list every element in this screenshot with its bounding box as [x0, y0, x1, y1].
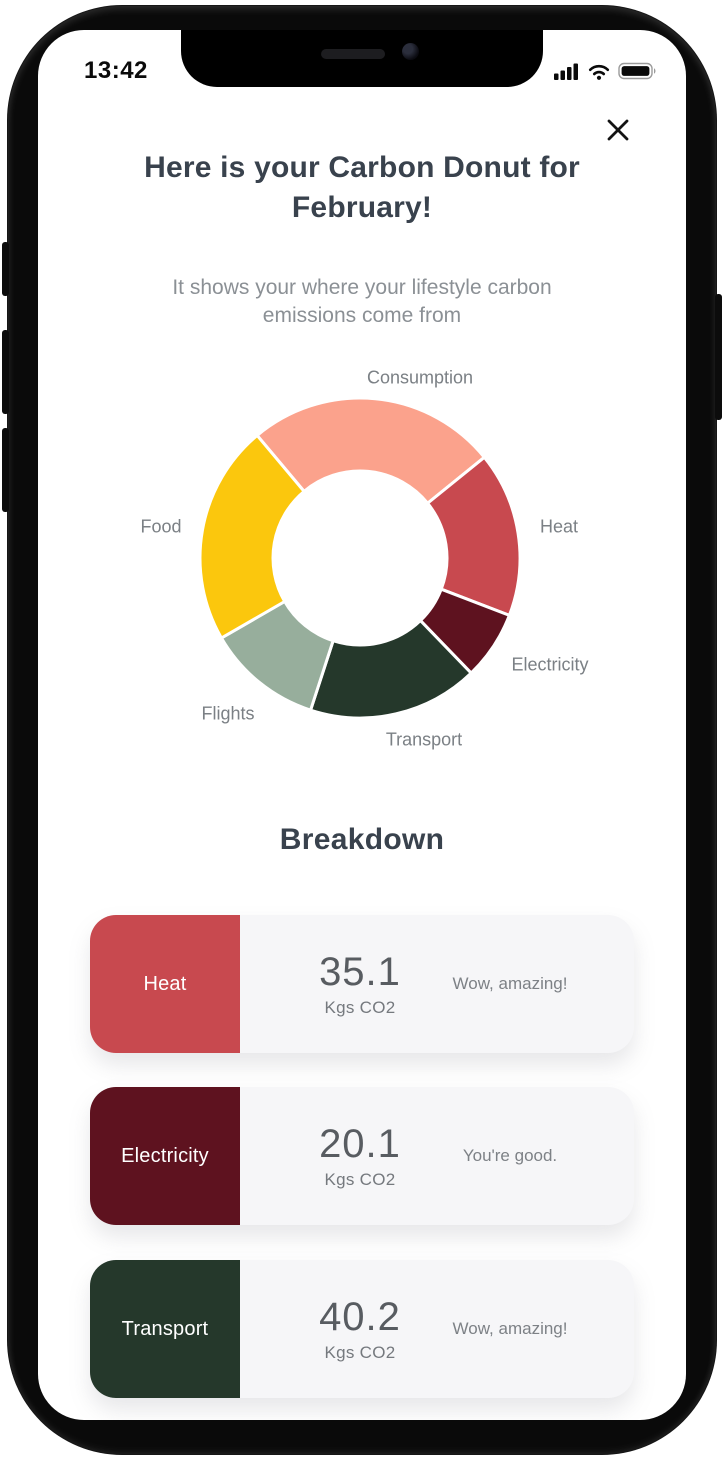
mute-switch: [2, 242, 9, 296]
volume-down-button: [2, 428, 9, 512]
emission-comment: Wow, amazing!: [452, 1319, 568, 1338]
status-icons: [554, 62, 658, 80]
category-label: Heat: [143, 972, 187, 995]
emission-value-group: 20.1 Kgs CO2: [240, 1087, 480, 1225]
category-label: Electricity: [121, 1144, 209, 1167]
emission-comment: Wow, amazing!: [452, 974, 568, 993]
emission-unit: Kgs CO2: [324, 1343, 396, 1362]
chart-label-heat: Heat: [539, 516, 579, 537]
breakdown-card-transport: Transport 40.2 Kgs CO2 Wow, amazing!: [90, 1260, 634, 1398]
status-bar: 13:42: [38, 54, 686, 92]
category-color-block: Electricity: [90, 1087, 240, 1225]
emission-value: 40.2: [319, 1295, 401, 1339]
close-button[interactable]: [600, 112, 636, 148]
emission-value: 20.1: [319, 1122, 401, 1166]
close-icon: [607, 119, 629, 141]
emission-comment: You're good.: [462, 1146, 558, 1165]
donut-segment-consumption: [255, 396, 486, 505]
category-label: Transport: [121, 1317, 209, 1340]
category-color-block: Transport: [90, 1260, 240, 1398]
wifi-icon: [588, 64, 610, 80]
chart-label-electricity: Electricity: [511, 654, 589, 675]
battery-icon: [618, 62, 656, 80]
emission-value-group: 35.1 Kgs CO2: [240, 915, 480, 1053]
chart-label-transport: Transport: [385, 729, 463, 750]
notch: [181, 30, 543, 87]
chart-label-flights: Flights: [201, 703, 255, 724]
speaker-grille-icon: [321, 49, 386, 59]
page-title: Here is your Carbon Donut for February!: [144, 151, 580, 224]
chart-label-food: Food: [140, 516, 182, 537]
carbon-donut-chart: Consumption Heat Electricity Transport F…: [38, 360, 686, 790]
donut-segment-food: [198, 433, 306, 640]
emission-value-group: 40.2 Kgs CO2: [240, 1260, 480, 1398]
app-screen: 13:42: [38, 30, 686, 1420]
page-subtitle: It shows your where your lifestyle carbo…: [172, 276, 552, 327]
donut-svg: [198, 396, 522, 720]
emission-value: 35.1: [319, 950, 401, 994]
chart-label-consumption: Consumption: [366, 367, 474, 388]
power-button: [715, 294, 722, 420]
category-color-block: Heat: [90, 915, 240, 1053]
breakdown-card-heat: Heat 35.1 Kgs CO2 Wow, amazing!: [90, 915, 634, 1053]
front-camera-icon: [402, 43, 419, 60]
breakdown-card-electricity: Electricity 20.1 Kgs CO2 You're good.: [90, 1087, 634, 1225]
emission-unit: Kgs CO2: [324, 998, 396, 1017]
volume-up-button: [2, 330, 9, 414]
phone-frame: 13:42: [2, 6, 722, 1454]
breakdown-heading: Breakdown: [279, 823, 445, 856]
cellular-signal-icon: [554, 63, 578, 80]
status-time: 13:42: [84, 57, 148, 84]
emission-unit: Kgs CO2: [324, 1170, 396, 1189]
